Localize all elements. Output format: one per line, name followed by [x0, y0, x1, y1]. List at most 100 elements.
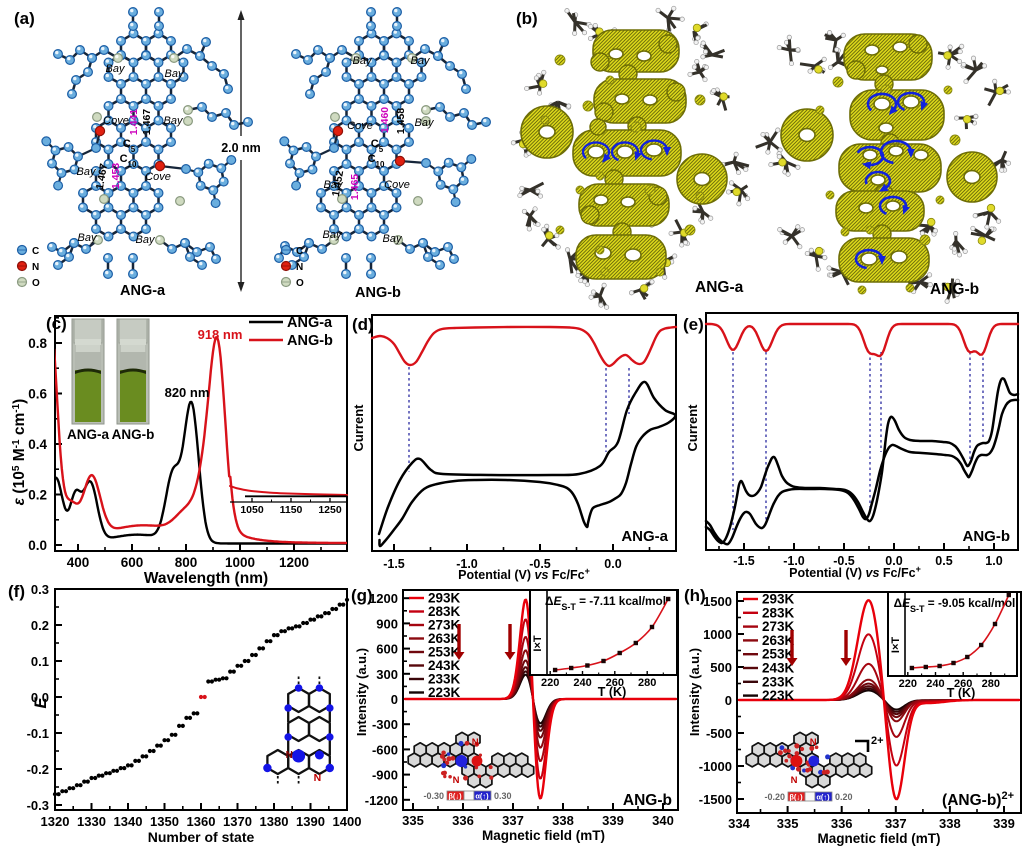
svg-text:ΔES-T = -9.05 kcal/mol: ΔES-T = -9.05 kcal/mol [894, 596, 1016, 614]
svg-text:(f): (f) [8, 582, 25, 601]
svg-text:I×T: I×T [890, 637, 902, 653]
svg-text:N: N [296, 262, 303, 273]
svg-text:-300: -300 [372, 717, 398, 732]
svg-text:273K: 273K [762, 619, 795, 634]
svg-text:Current: Current [351, 404, 366, 452]
svg-text:233K: 233K [762, 674, 795, 689]
svg-text:336: 336 [831, 816, 853, 831]
svg-text:T (K): T (K) [947, 686, 975, 700]
svg-text:ANG-a: ANG-a [120, 283, 166, 299]
svg-text:1400: 1400 [333, 814, 362, 829]
svg-text:253K: 253K [428, 645, 461, 660]
svg-text:-0.5: -0.5 [833, 554, 855, 568]
svg-text:ANG-a: ANG-a [695, 279, 744, 296]
svg-text:280: 280 [982, 678, 1000, 690]
svg-text:280: 280 [638, 677, 656, 689]
svg-text:-0.5: -0.5 [529, 557, 551, 571]
svg-text:300: 300 [376, 667, 398, 682]
svg-text:-0.20: -0.20 [764, 792, 785, 802]
svg-text:Intensity (a.u.): Intensity (a.u.) [354, 648, 369, 736]
svg-text:500: 500 [710, 660, 732, 675]
svg-text:337: 337 [885, 816, 907, 831]
svg-text:I×T: I×T [532, 635, 544, 651]
svg-text:243K: 243K [762, 661, 795, 676]
svg-text:-600: -600 [372, 742, 398, 757]
svg-text:Bay: Bay [77, 166, 97, 178]
svg-text:0: 0 [391, 692, 398, 707]
svg-text:Bay: Bay [353, 55, 373, 67]
svg-text:1000: 1000 [703, 627, 732, 642]
svg-text:1360: 1360 [187, 814, 216, 829]
svg-text:1320: 1320 [41, 814, 70, 829]
svg-text:(ANG-b)2+: (ANG-b)2+ [942, 790, 1014, 809]
svg-text:ΔES-T = -7.11 kcal/mol: ΔES-T = -7.11 kcal/mol [545, 594, 666, 612]
svg-text:220: 220 [541, 677, 559, 689]
svg-text:-1200: -1200 [365, 793, 398, 808]
svg-text:339: 339 [602, 813, 624, 828]
svg-text:-0.1: -0.1 [27, 726, 49, 741]
svg-text:337: 337 [502, 813, 524, 828]
svg-text:240: 240 [926, 678, 944, 690]
svg-text:Magnetic field (mT): Magnetic field (mT) [482, 828, 605, 843]
svg-text:0.2: 0.2 [28, 488, 47, 503]
svg-text:Bay: Bay [411, 55, 431, 67]
svg-text:ANG-b: ANG-b [355, 285, 401, 301]
svg-text:Current: Current [685, 404, 700, 452]
svg-text:0.0: 0.0 [28, 538, 47, 553]
svg-text:N: N [472, 737, 479, 748]
svg-text:220: 220 [899, 678, 917, 690]
svg-text:-0.30: -0.30 [423, 791, 444, 801]
svg-text:253K: 253K [762, 647, 795, 662]
svg-text:O: O [296, 278, 304, 289]
svg-text:1.467: 1.467 [94, 162, 110, 190]
svg-text:1150: 1150 [280, 504, 303, 516]
svg-text:293K: 293K [762, 592, 795, 607]
svg-text:N: N [32, 262, 39, 273]
svg-text:1.460: 1.460 [379, 107, 391, 133]
svg-text:1.467: 1.467 [141, 109, 153, 135]
svg-text:1.453: 1.453 [110, 163, 122, 189]
svg-text:1.458: 1.458 [395, 108, 407, 134]
svg-text:1.0: 1.0 [985, 554, 1002, 568]
svg-text:283K: 283K [428, 604, 461, 619]
svg-text:(e): (e) [683, 315, 704, 334]
svg-text:Bay: Bay [324, 179, 344, 191]
svg-text:223K: 223K [428, 685, 461, 700]
svg-text:Bay: Bay [165, 68, 185, 80]
svg-text:Wavelength (nm): Wavelength (nm) [144, 570, 268, 587]
svg-text:Number of state: Number of state [148, 829, 255, 845]
svg-text:Cove: Cove [145, 171, 171, 183]
svg-text:N: N [453, 775, 460, 786]
svg-text:335: 335 [777, 816, 799, 831]
svg-text:800: 800 [175, 555, 198, 570]
svg-text:Bay: Bay [164, 115, 184, 127]
svg-text:Potential (V) vs Fc/Fc+: Potential (V) vs Fc/Fc+ [458, 566, 590, 582]
svg-text:260: 260 [954, 678, 972, 690]
svg-text:Magnetic field (mT): Magnetic field (mT) [817, 831, 940, 846]
svg-text:0.20: 0.20 [835, 792, 853, 802]
svg-text:ε (105 M-1 cm-1): ε (105 M-1 cm-1) [11, 399, 29, 506]
svg-text:1340: 1340 [114, 814, 143, 829]
svg-text:260: 260 [606, 677, 624, 689]
svg-text:1.465: 1.465 [349, 174, 361, 200]
svg-text:-1.0: -1.0 [783, 554, 805, 568]
svg-text:1250: 1250 [318, 504, 342, 516]
svg-text:293K: 293K [428, 591, 461, 606]
svg-text:C: C [32, 246, 39, 257]
svg-text:0.0: 0.0 [604, 557, 621, 571]
svg-text:-1.5: -1.5 [383, 557, 405, 571]
svg-text:α(↑): α(↑) [475, 792, 489, 801]
svg-text:900: 900 [376, 616, 398, 631]
svg-text:273K: 273K [428, 618, 461, 633]
svg-text:918 nm: 918 nm [198, 327, 243, 342]
svg-text:1050: 1050 [240, 504, 264, 516]
svg-text:Bay: Bay [78, 232, 98, 244]
svg-text:1370: 1370 [223, 814, 252, 829]
svg-text:400: 400 [67, 555, 90, 570]
svg-text:0.2: 0.2 [31, 618, 49, 633]
svg-text:β(↓): β(↓) [789, 793, 803, 802]
svg-text:ANG-a: ANG-a [67, 427, 109, 442]
svg-text:1500: 1500 [703, 594, 732, 609]
svg-text:600: 600 [121, 555, 144, 570]
svg-text:338: 338 [552, 813, 574, 828]
